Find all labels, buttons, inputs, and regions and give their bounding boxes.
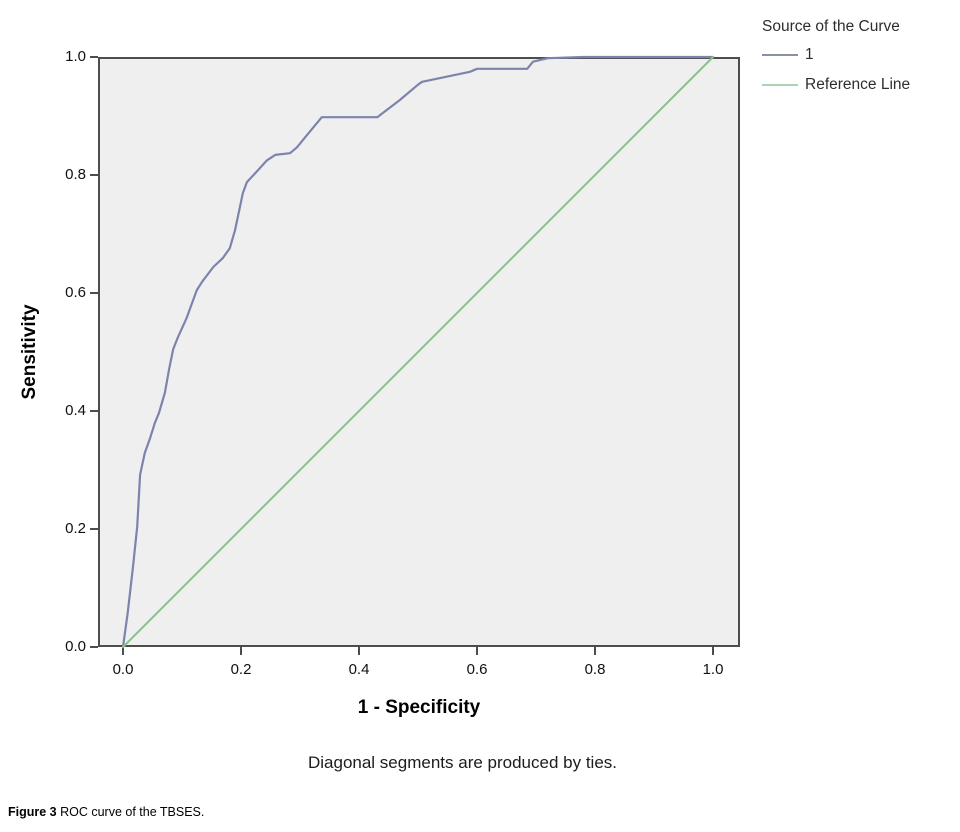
y-tick-label: 0.6 (65, 284, 86, 301)
figure-caption: Figure 3 ROC curve of the TBSES. (8, 805, 204, 819)
figure-caption-text: ROC curve of the TBSES. (56, 805, 205, 819)
legend-title: Source of the Curve (762, 18, 900, 35)
y-tick-label: 0.0 (65, 638, 86, 655)
figure-caption-label: Figure 3 (8, 805, 57, 819)
y-tick-label: 0.8 (65, 166, 86, 183)
legend: Source of the Curve 1 Reference Line (762, 18, 957, 106)
x-tick-label: 0.6 (466, 661, 488, 678)
y-tick-label: 0.4 (65, 402, 86, 419)
chart-footnote: Diagonal segments are produced by ties. (307, 753, 617, 772)
x-axis-title: 1 - Specificity (357, 697, 481, 718)
x-tick-label: 0.2 (230, 661, 252, 678)
x-tick-label: 0.0 (112, 661, 134, 678)
x-tick-label: 0.8 (584, 661, 606, 678)
y-tick-label: 1.0 (65, 48, 86, 65)
legend-label: Reference Line (805, 76, 911, 93)
y-tick-label: 0.2 (65, 520, 86, 537)
curve-line-swatch-icon (762, 54, 798, 56)
legend-item-curve: 1 (762, 46, 957, 64)
x-tick-label: 0.4 (348, 661, 370, 678)
legend-label: 1 (805, 46, 814, 63)
x-tick-label: 1.0 (702, 661, 724, 678)
reference-line-swatch-icon (762, 84, 798, 86)
y-axis-title: Sensitivity (19, 304, 40, 400)
legend-item-reference: Reference Line (762, 76, 957, 94)
